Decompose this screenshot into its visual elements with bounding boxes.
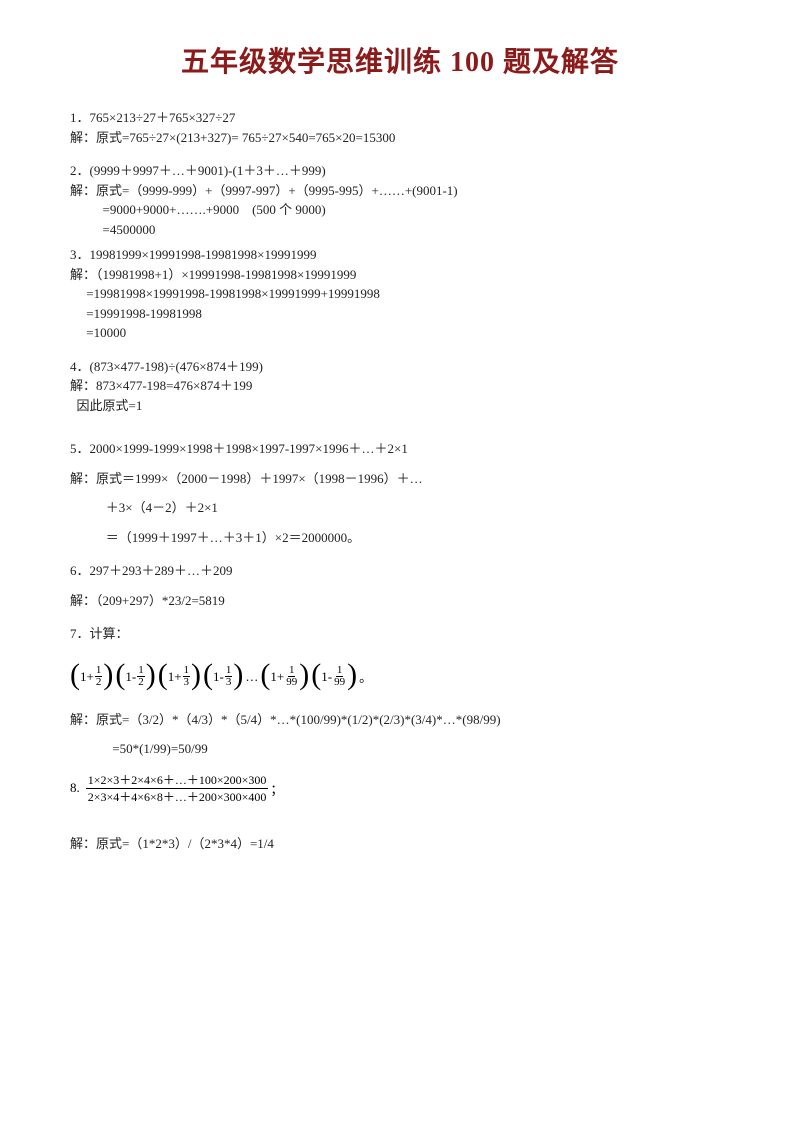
a2-2: =9000+9000+…….+9000 (500 个 9000)	[70, 200, 730, 220]
a4-2: 因此原式=1	[70, 396, 730, 416]
a8: 解：原式=（1*2*3）/（2*3*4）=1/4	[70, 834, 730, 854]
a2-3: =4500000	[70, 220, 730, 240]
problem-2: 2．(9999＋9997＋…＋9001)-(1＋3＋…＋999) 解：原式=（9…	[70, 161, 730, 239]
q8-fraction: 1×2×3＋2×4×6＋…＋100×200×300 2×3×4＋4×6×8＋…＋…	[86, 773, 269, 805]
q4: 4．(873×477-198)÷(476×874＋199)	[70, 357, 730, 377]
q8-denominator: 2×3×4＋4×6×8＋…＋200×300×400	[86, 789, 269, 804]
a3-3: =19991998-19981998	[70, 304, 730, 324]
q2: 2．(9999＋9997＋…＋9001)-(1＋3＋…＋999)	[70, 161, 730, 181]
a5-1: 解：原式＝1999×（2000－1998）＋1997×（1998－1996）＋…	[70, 469, 730, 489]
formula-7: (1+12)(1-12)(1+13)(1-13)…(1+199)(1-199)。	[70, 662, 730, 692]
problem-7: 7．计算： (1+12)(1-12)(1+13)(1-13)…(1+199)(1…	[70, 624, 730, 759]
page-title: 五年级数学思维训练 100 题及解答	[70, 40, 730, 80]
q3: 3．19981999×19991998-19981998×19991999	[70, 245, 730, 265]
problem-6: 6．297＋293＋289＋…＋209 解：（209+297）*23/2=581…	[70, 561, 730, 610]
q6: 6．297＋293＋289＋…＋209	[70, 561, 730, 581]
q8-tail: ；	[270, 779, 283, 798]
a5-2: ＋3×（4－2）＋2×1	[70, 498, 730, 518]
a7-1: 解：原式=（3/2）*（4/3）*（5/4）*…*(100/99)*(1/2)*…	[70, 710, 730, 730]
a1: 解：原式=765÷27×(213+327)= 765÷27×540=765×20…	[70, 128, 730, 148]
problem-3: 3．19981999×19991998-19981998×19991999 解：…	[70, 245, 730, 343]
a2-1: 解：原式=（9999-999）+（9997-997）+（9995-995）+………	[70, 181, 730, 201]
q8-label: 8.	[70, 780, 80, 796]
a3-2: =19981998×19991998-19981998×19991999+199…	[70, 284, 730, 304]
a6: 解：（209+297）*23/2=5819	[70, 591, 730, 611]
q5: 5．2000×1999-1999×1998＋1998×1997-1997×199…	[70, 439, 730, 459]
problem-4: 4．(873×477-198)÷(476×874＋199) 解：873×477-…	[70, 357, 730, 416]
q1: 1．765×213÷27＋765×327÷27	[70, 108, 730, 128]
problem-1: 1．765×213÷27＋765×327÷27 解：原式=765÷27×(213…	[70, 108, 730, 147]
a5-3: ＝（1999＋1997＋…＋3＋1）×2＝2000000。	[70, 528, 730, 548]
a7-2: =50*(1/99)=50/99	[70, 739, 730, 759]
q7: 7．计算：	[70, 624, 730, 644]
a3-4: =10000	[70, 323, 730, 343]
problem-5: 5．2000×1999-1999×1998＋1998×1997-1997×199…	[70, 439, 730, 547]
q8-numerator: 1×2×3＋2×4×6＋…＋100×200×300	[86, 773, 269, 789]
a3-1: 解：（19981998+1）×19991998-19981998×1999199…	[70, 265, 730, 285]
problem-8: 8. 1×2×3＋2×4×6＋…＋100×200×300 2×3×4＋4×6×8…	[70, 773, 730, 854]
a4-1: 解：873×477-198=476×874＋199	[70, 376, 730, 396]
